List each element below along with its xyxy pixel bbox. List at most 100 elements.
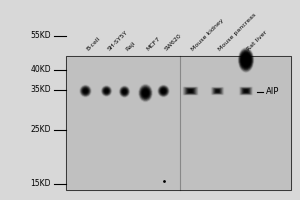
FancyBboxPatch shape <box>188 89 194 93</box>
Ellipse shape <box>82 87 89 95</box>
Ellipse shape <box>122 89 127 94</box>
Ellipse shape <box>143 90 148 96</box>
Ellipse shape <box>163 90 164 92</box>
Ellipse shape <box>144 91 147 95</box>
Text: Rat liver: Rat liver <box>246 30 268 52</box>
Ellipse shape <box>124 91 125 92</box>
Ellipse shape <box>124 91 125 92</box>
Ellipse shape <box>82 87 89 95</box>
FancyBboxPatch shape <box>185 88 196 94</box>
Ellipse shape <box>120 86 129 97</box>
Ellipse shape <box>245 58 247 62</box>
Ellipse shape <box>145 92 146 94</box>
Ellipse shape <box>85 90 86 92</box>
FancyBboxPatch shape <box>216 90 219 92</box>
FancyBboxPatch shape <box>189 90 192 92</box>
Ellipse shape <box>160 87 167 95</box>
Ellipse shape <box>245 59 247 61</box>
Text: 40KD: 40KD <box>30 66 51 74</box>
Text: B-cell: B-cell <box>85 36 101 52</box>
Ellipse shape <box>159 86 168 96</box>
Ellipse shape <box>238 48 254 72</box>
Ellipse shape <box>122 89 127 95</box>
Ellipse shape <box>81 86 90 96</box>
Ellipse shape <box>239 49 253 71</box>
Ellipse shape <box>104 88 109 94</box>
FancyBboxPatch shape <box>242 88 250 94</box>
Ellipse shape <box>121 88 128 96</box>
Ellipse shape <box>103 88 110 94</box>
FancyBboxPatch shape <box>184 88 196 94</box>
FancyBboxPatch shape <box>187 89 194 93</box>
FancyBboxPatch shape <box>213 88 222 94</box>
Ellipse shape <box>83 89 88 93</box>
Ellipse shape <box>102 86 111 96</box>
Ellipse shape <box>121 87 128 96</box>
FancyBboxPatch shape <box>186 89 195 93</box>
Ellipse shape <box>121 88 128 95</box>
Ellipse shape <box>106 90 107 92</box>
FancyBboxPatch shape <box>241 88 251 94</box>
FancyBboxPatch shape <box>214 89 220 93</box>
Ellipse shape <box>84 89 87 93</box>
Text: SW620: SW620 <box>164 33 182 52</box>
FancyBboxPatch shape <box>245 90 247 92</box>
Ellipse shape <box>242 54 250 66</box>
FancyBboxPatch shape <box>212 88 223 94</box>
Ellipse shape <box>243 56 249 64</box>
Ellipse shape <box>141 87 150 99</box>
Ellipse shape <box>162 89 165 93</box>
Bar <box>66 56 291 190</box>
FancyBboxPatch shape <box>188 90 193 92</box>
Ellipse shape <box>160 87 167 95</box>
Text: 55KD: 55KD <box>30 31 51 40</box>
Ellipse shape <box>102 86 111 96</box>
Bar <box>66 56 291 190</box>
Text: MCF7: MCF7 <box>146 36 161 52</box>
Text: 25KD: 25KD <box>31 126 51 134</box>
Ellipse shape <box>159 86 168 96</box>
Ellipse shape <box>243 55 249 65</box>
Ellipse shape <box>142 89 148 97</box>
Ellipse shape <box>123 90 126 93</box>
Ellipse shape <box>160 88 166 94</box>
Ellipse shape <box>139 85 152 101</box>
Text: Raji: Raji <box>124 40 136 52</box>
Ellipse shape <box>143 90 148 96</box>
Ellipse shape <box>82 88 88 94</box>
FancyBboxPatch shape <box>214 89 221 93</box>
Text: AIP: AIP <box>266 88 279 97</box>
Ellipse shape <box>123 90 126 93</box>
FancyBboxPatch shape <box>184 87 197 95</box>
Ellipse shape <box>244 57 248 63</box>
Ellipse shape <box>120 87 129 96</box>
FancyBboxPatch shape <box>244 90 248 92</box>
FancyBboxPatch shape <box>244 89 248 93</box>
Ellipse shape <box>161 89 166 93</box>
Ellipse shape <box>240 50 252 70</box>
Ellipse shape <box>104 89 109 93</box>
Text: Mouse kidney: Mouse kidney <box>190 18 225 52</box>
Ellipse shape <box>84 90 87 92</box>
Ellipse shape <box>242 53 250 67</box>
Ellipse shape <box>103 87 110 95</box>
FancyBboxPatch shape <box>215 89 220 93</box>
Ellipse shape <box>140 86 152 100</box>
Ellipse shape <box>83 88 88 94</box>
Ellipse shape <box>141 88 150 98</box>
Ellipse shape <box>240 51 252 69</box>
Ellipse shape <box>241 51 251 69</box>
FancyBboxPatch shape <box>242 89 250 93</box>
Text: Mouse pancreas: Mouse pancreas <box>218 12 257 52</box>
Ellipse shape <box>162 90 165 92</box>
Ellipse shape <box>103 87 110 95</box>
Ellipse shape <box>242 54 250 66</box>
Ellipse shape <box>161 88 166 94</box>
Ellipse shape <box>244 56 248 64</box>
FancyBboxPatch shape <box>212 88 223 94</box>
Ellipse shape <box>241 52 251 68</box>
Ellipse shape <box>80 85 91 97</box>
Ellipse shape <box>142 88 149 98</box>
Ellipse shape <box>104 89 109 93</box>
FancyBboxPatch shape <box>216 90 219 92</box>
